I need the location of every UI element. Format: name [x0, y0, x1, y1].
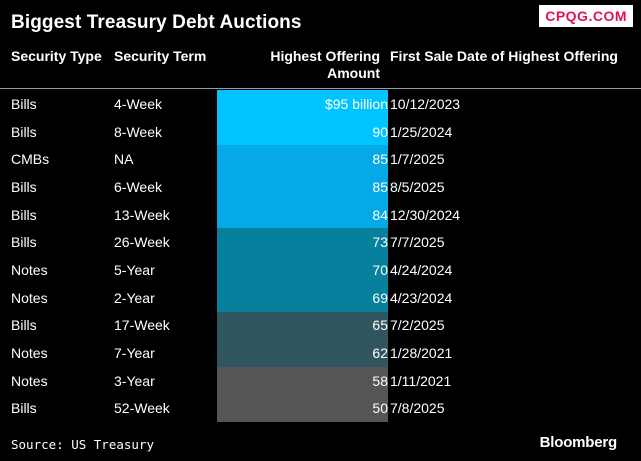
- header-security-type: Security Type: [11, 48, 102, 64]
- bloomberg-logo: Bloomberg: [539, 434, 618, 451]
- cell-security-type: Bills: [11, 95, 37, 112]
- cell-security-type: Bills: [11, 123, 37, 140]
- cell-security-type: Notes: [11, 289, 48, 306]
- header-security-term: Security Term: [114, 48, 207, 64]
- cell-security-type: Notes: [11, 261, 48, 278]
- cell-security-type: Bills: [11, 400, 37, 417]
- table-row: CMBs NA 85 1/7/2025: [0, 145, 641, 174]
- cell-amount: 85: [217, 173, 388, 201]
- cell-amount: 70: [217, 256, 388, 284]
- cell-amount: 58: [217, 366, 388, 395]
- cell-date: 1/11/2021: [390, 372, 452, 389]
- cell-date: 12/30/2024: [390, 206, 461, 223]
- cell-security-term: 52-Week: [114, 400, 170, 417]
- table-row: Bills 26-Week 73 7/7/2025: [0, 228, 641, 257]
- cell-security-type: CMBs: [11, 151, 50, 168]
- cell-security-term: 7-Year: [114, 345, 155, 362]
- cell-security-type: Bills: [11, 206, 37, 223]
- cell-security-term: NA: [114, 151, 134, 168]
- amount-value: 73: [372, 234, 388, 251]
- table-body: Bills 4-Week $95 billion 10/12/2023 Bills 8-W…: [0, 90, 641, 423]
- header-divider: [0, 88, 641, 89]
- header-date: First Sale Date of Highest Offering: [390, 48, 618, 64]
- cell-date: 1/28/2021: [390, 345, 453, 362]
- table-row: Bills 52-Week 50 7/8/2025: [0, 394, 641, 423]
- cell-amount: 62: [217, 339, 388, 367]
- source-note: Source: US Treasury: [11, 437, 154, 452]
- cell-security-type: Bills: [11, 317, 37, 334]
- cell-security-term: 4-Week: [114, 95, 162, 112]
- cell-date: 4/23/2024: [390, 289, 453, 306]
- table-row: Notes 7-Year 62 1/28/2021: [0, 339, 641, 367]
- amount-value: $95 billion: [324, 95, 388, 112]
- cell-security-term: 5-Year: [114, 261, 155, 278]
- cell-date: 1/7/2025: [390, 151, 445, 168]
- cell-security-type: Notes: [11, 372, 48, 389]
- cell-security-term: 17-Week: [114, 317, 170, 334]
- cell-amount: 90: [217, 117, 388, 146]
- amount-value: 85: [372, 151, 388, 168]
- table-row: Bills 13-Week 84 12/30/2024: [0, 200, 641, 229]
- amount-value: 65: [372, 317, 388, 334]
- cell-security-type: Bills: [11, 234, 37, 251]
- amount-value: 90: [372, 123, 388, 140]
- amount-value: 84: [372, 206, 388, 223]
- cell-security-term: 6-Week: [114, 178, 162, 195]
- chart-title: Biggest Treasury Debt Auctions: [11, 12, 302, 33]
- cell-date: 1/25/2024: [390, 123, 453, 140]
- cell-amount: 73: [217, 228, 388, 257]
- watermark-logo: CPQG.COM: [539, 5, 633, 27]
- cell-amount: 85: [217, 145, 388, 174]
- cell-date: 7/8/2025: [390, 400, 445, 417]
- cell-date: 4/24/2024: [390, 261, 453, 278]
- amount-value: 70: [372, 261, 388, 278]
- table-row: Bills 6-Week 85 8/5/2025: [0, 173, 641, 201]
- cell-security-type: Notes: [11, 345, 48, 362]
- cell-amount: 65: [217, 311, 388, 340]
- cell-security-term: 13-Week: [114, 206, 170, 223]
- cell-date: 7/2/2025: [390, 317, 445, 334]
- header-amount: Highest Offering Amount: [270, 48, 380, 81]
- cell-amount: 69: [217, 283, 388, 312]
- cell-amount: 84: [217, 200, 388, 229]
- table-row: Notes 2-Year 69 4/23/2024: [0, 283, 641, 312]
- table-row: Bills 17-Week 65 7/2/2025: [0, 311, 641, 340]
- table-row: Bills 8-Week 90 1/25/2024: [0, 117, 641, 146]
- cell-amount: $95 billion: [217, 90, 388, 118]
- cell-date: 8/5/2025: [390, 178, 445, 195]
- cell-security-term: 26-Week: [114, 234, 170, 251]
- cell-security-term: 3-Year: [114, 372, 155, 389]
- amount-value: 58: [372, 372, 388, 389]
- cell-date: 10/12/2023: [390, 95, 461, 112]
- amount-value: 85: [372, 178, 388, 195]
- cell-security-type: Bills: [11, 178, 37, 195]
- cell-date: 7/7/2025: [390, 234, 445, 251]
- amount-value: 62: [372, 345, 388, 362]
- cell-amount: 50: [217, 394, 388, 423]
- table-row: Notes 5-Year 70 4/24/2024: [0, 256, 641, 284]
- amount-value: 50: [372, 400, 388, 417]
- table-row: Notes 3-Year 58 1/11/2021: [0, 366, 641, 395]
- amount-value: 69: [372, 289, 388, 306]
- cell-security-term: 2-Year: [114, 289, 155, 306]
- cell-security-term: 8-Week: [114, 123, 162, 140]
- table-row: Bills 4-Week $95 billion 10/12/2023: [0, 90, 641, 118]
